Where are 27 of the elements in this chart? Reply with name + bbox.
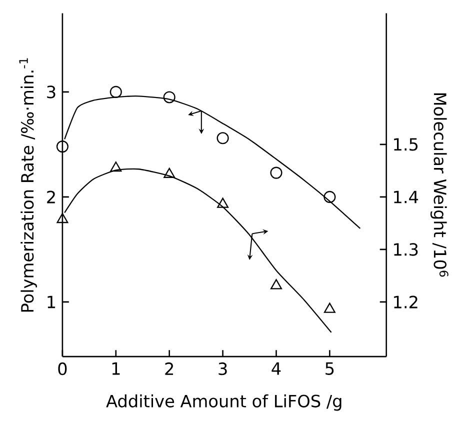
y-tick-label: 2 xyxy=(47,190,55,204)
point xyxy=(164,168,176,178)
x-tick-label: 5 xyxy=(326,362,334,375)
point xyxy=(56,140,68,153)
y-tick-label: 3 xyxy=(47,86,56,98)
y-tick-label: 1 xyxy=(48,296,56,308)
point xyxy=(216,132,229,144)
x-tick-label: 3 xyxy=(218,362,227,376)
point xyxy=(217,198,229,208)
point xyxy=(270,166,282,179)
x-tick-label: 1 xyxy=(112,362,120,375)
point xyxy=(163,91,176,104)
y2-axis-title: Molecular Weight /10$^{6}$ xyxy=(430,93,448,277)
y2-tick-label: 1.2 xyxy=(394,296,418,308)
y2-tick-label: 1.3 xyxy=(394,243,418,256)
x-tick-label: 0 xyxy=(58,362,67,376)
point xyxy=(110,161,122,172)
y2-tick-label: 1.5 xyxy=(394,138,418,151)
y-axis-title: Polymerization Rate /‰·min.$^{-1}$ xyxy=(19,58,37,312)
point xyxy=(110,86,122,98)
y2-tick-label: 1.4 xyxy=(394,190,418,204)
x-tick-label: 4 xyxy=(272,362,281,375)
point xyxy=(324,302,336,313)
point xyxy=(270,279,282,290)
x-tick-label: 2 xyxy=(165,362,174,375)
point xyxy=(324,190,336,203)
x-axis-title: Additive Amount of LiFOS /g xyxy=(106,394,342,411)
